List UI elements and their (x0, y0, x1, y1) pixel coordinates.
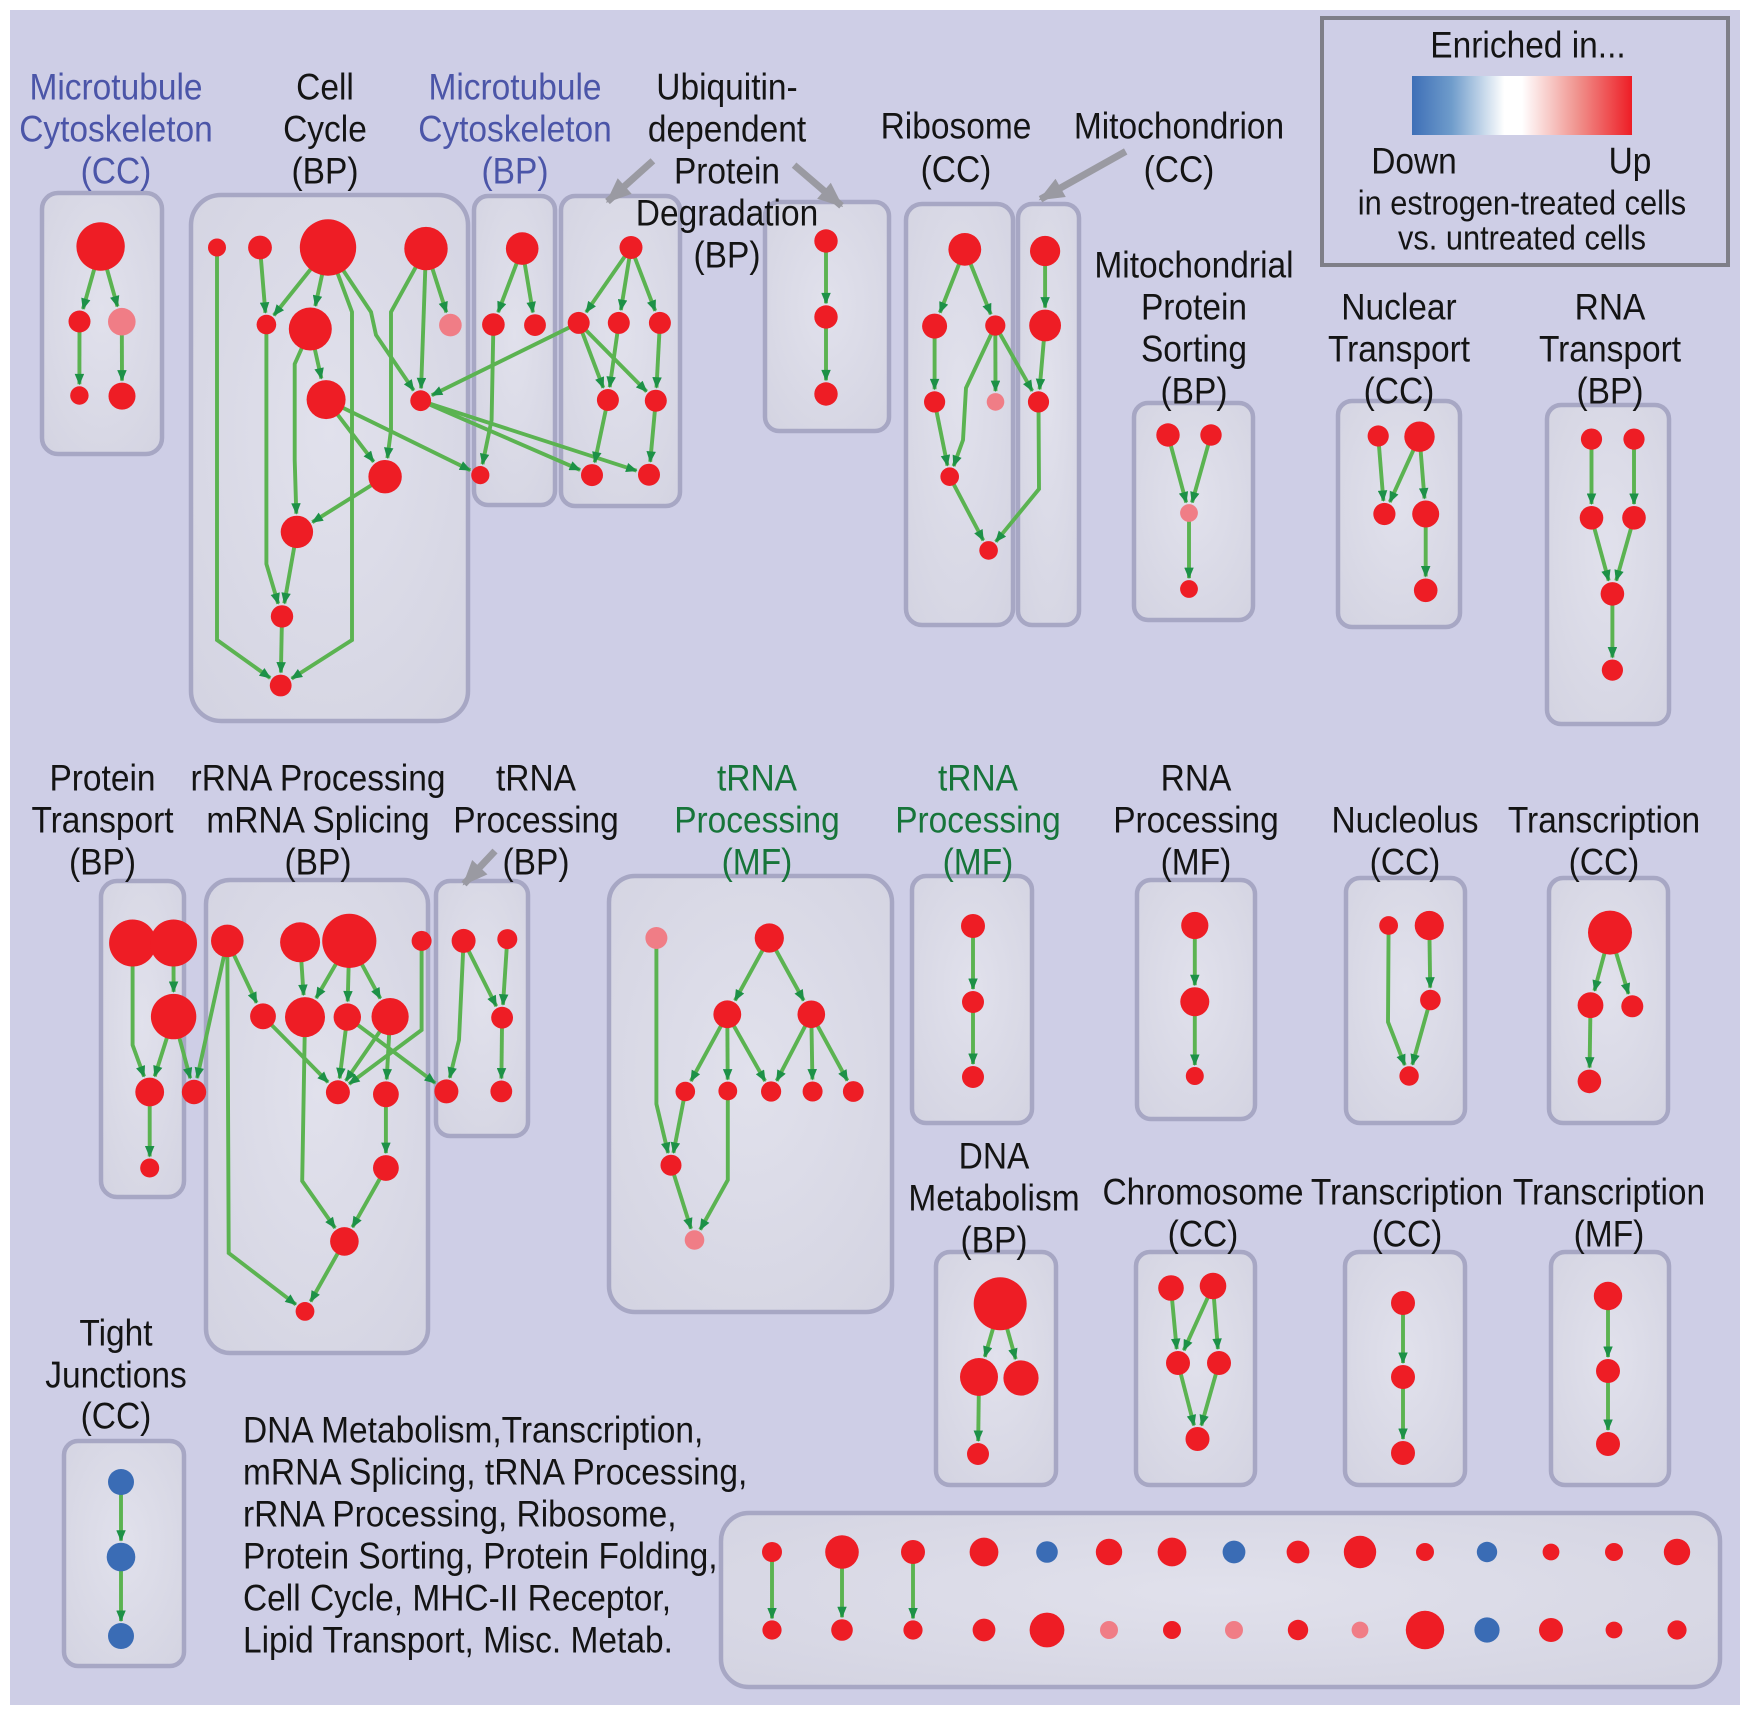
svg-text:Nucleolus: Nucleolus (1332, 800, 1479, 841)
svg-text:(MF): (MF) (943, 842, 1014, 883)
svg-text:Down: Down (1371, 141, 1457, 182)
svg-text:Transcription: Transcription (1311, 1172, 1503, 1213)
svg-text:(CC): (CC) (1168, 1214, 1239, 1255)
svg-text:Degradation: Degradation (636, 193, 818, 234)
svg-text:(BP): (BP) (1161, 371, 1228, 412)
svg-text:(BP): (BP) (69, 842, 136, 883)
svg-text:in estrogen-treated cells: in estrogen-treated cells (1358, 185, 1686, 223)
svg-text:Processing: Processing (453, 800, 619, 841)
svg-text:(CC): (CC) (1370, 842, 1441, 883)
svg-text:Transport: Transport (1328, 329, 1471, 370)
svg-text:(CC): (CC) (81, 1396, 152, 1437)
svg-text:Nuclear: Nuclear (1341, 287, 1456, 328)
svg-text:(BP): (BP) (285, 842, 352, 883)
svg-text:(CC): (CC) (921, 149, 992, 190)
svg-text:(CC): (CC) (1144, 149, 1215, 190)
svg-text:Sorting: Sorting (1141, 329, 1247, 370)
svg-text:Ribosome: Ribosome (881, 106, 1032, 147)
svg-text:tRNA: tRNA (938, 758, 1018, 799)
svg-text:Protein: Protein (1141, 287, 1247, 328)
svg-text:Transport: Transport (31, 800, 174, 841)
svg-text:Cell Cycle, MHC-II Receptor,: Cell Cycle, MHC-II Receptor, (243, 1578, 671, 1619)
svg-text:(MF): (MF) (1161, 842, 1232, 883)
svg-text:DNA: DNA (959, 1136, 1030, 1177)
svg-text:Mitochondrial: Mitochondrial (1094, 245, 1293, 286)
svg-text:Cytoskeleton: Cytoskeleton (19, 109, 213, 150)
svg-text:Processing: Processing (895, 800, 1061, 841)
svg-text:Cytoskeleton: Cytoskeleton (418, 109, 612, 150)
svg-text:Protein: Protein (674, 151, 780, 192)
svg-text:rRNA Processing: rRNA Processing (191, 758, 446, 799)
svg-text:(CC): (CC) (81, 151, 152, 192)
svg-text:Junctions: Junctions (45, 1355, 187, 1396)
svg-text:Chromosome: Chromosome (1103, 1172, 1304, 1213)
svg-text:(CC): (CC) (1364, 371, 1435, 412)
svg-text:Tight: Tight (79, 1313, 153, 1354)
svg-text:Transport: Transport (1539, 329, 1682, 370)
svg-text:(CC): (CC) (1372, 1214, 1443, 1255)
svg-text:rRNA Processing, Ribosome,: rRNA Processing, Ribosome, (243, 1494, 677, 1535)
svg-text:Protein Sorting, Protein Foldi: Protein Sorting, Protein Folding, (243, 1536, 718, 1577)
svg-text:Up: Up (1609, 141, 1652, 182)
svg-text:dependent: dependent (648, 109, 807, 150)
svg-text:Lipid Transport, Misc. Metab.: Lipid Transport, Misc. Metab. (243, 1620, 673, 1661)
svg-text:(CC): (CC) (1569, 842, 1640, 883)
svg-text:(BP): (BP) (503, 842, 570, 883)
svg-text:Mitochondrion: Mitochondrion (1074, 106, 1284, 147)
svg-text:Transcription: Transcription (1513, 1172, 1705, 1213)
svg-text:Ubiquitin-: Ubiquitin- (656, 67, 797, 108)
svg-text:(BP): (BP) (961, 1220, 1028, 1261)
svg-text:Metabolism: Metabolism (908, 1178, 1079, 1219)
svg-text:Microtubule: Microtubule (428, 67, 601, 108)
svg-text:Processing: Processing (1113, 800, 1279, 841)
svg-text:RNA: RNA (1575, 287, 1646, 328)
svg-text:Cycle: Cycle (283, 109, 367, 150)
svg-text:(BP): (BP) (694, 235, 761, 276)
svg-text:(BP): (BP) (292, 151, 359, 192)
svg-text:Processing: Processing (674, 800, 840, 841)
svg-text:Microtubule: Microtubule (29, 67, 202, 108)
svg-text:(MF): (MF) (722, 842, 793, 883)
svg-text:vs. untreated cells: vs. untreated cells (1398, 220, 1646, 258)
svg-text:Protein: Protein (49, 758, 155, 799)
svg-text:(BP): (BP) (482, 151, 549, 192)
svg-text:tRNA: tRNA (496, 758, 576, 799)
svg-text:RNA: RNA (1161, 758, 1232, 799)
svg-text:mRNA Splicing: mRNA Splicing (206, 800, 429, 841)
svg-text:Enriched in...: Enriched in... (1430, 25, 1625, 66)
svg-text:Transcription: Transcription (1508, 800, 1700, 841)
svg-text:DNA Metabolism,Transcription,: DNA Metabolism,Transcription, (243, 1410, 703, 1451)
svg-text:(MF): (MF) (1574, 1214, 1645, 1255)
svg-text:tRNA: tRNA (717, 758, 797, 799)
svg-text:Cell: Cell (296, 67, 354, 108)
svg-text:mRNA Splicing, tRNA Processing: mRNA Splicing, tRNA Processing, (243, 1452, 747, 1493)
svg-text:(BP): (BP) (1577, 371, 1644, 412)
